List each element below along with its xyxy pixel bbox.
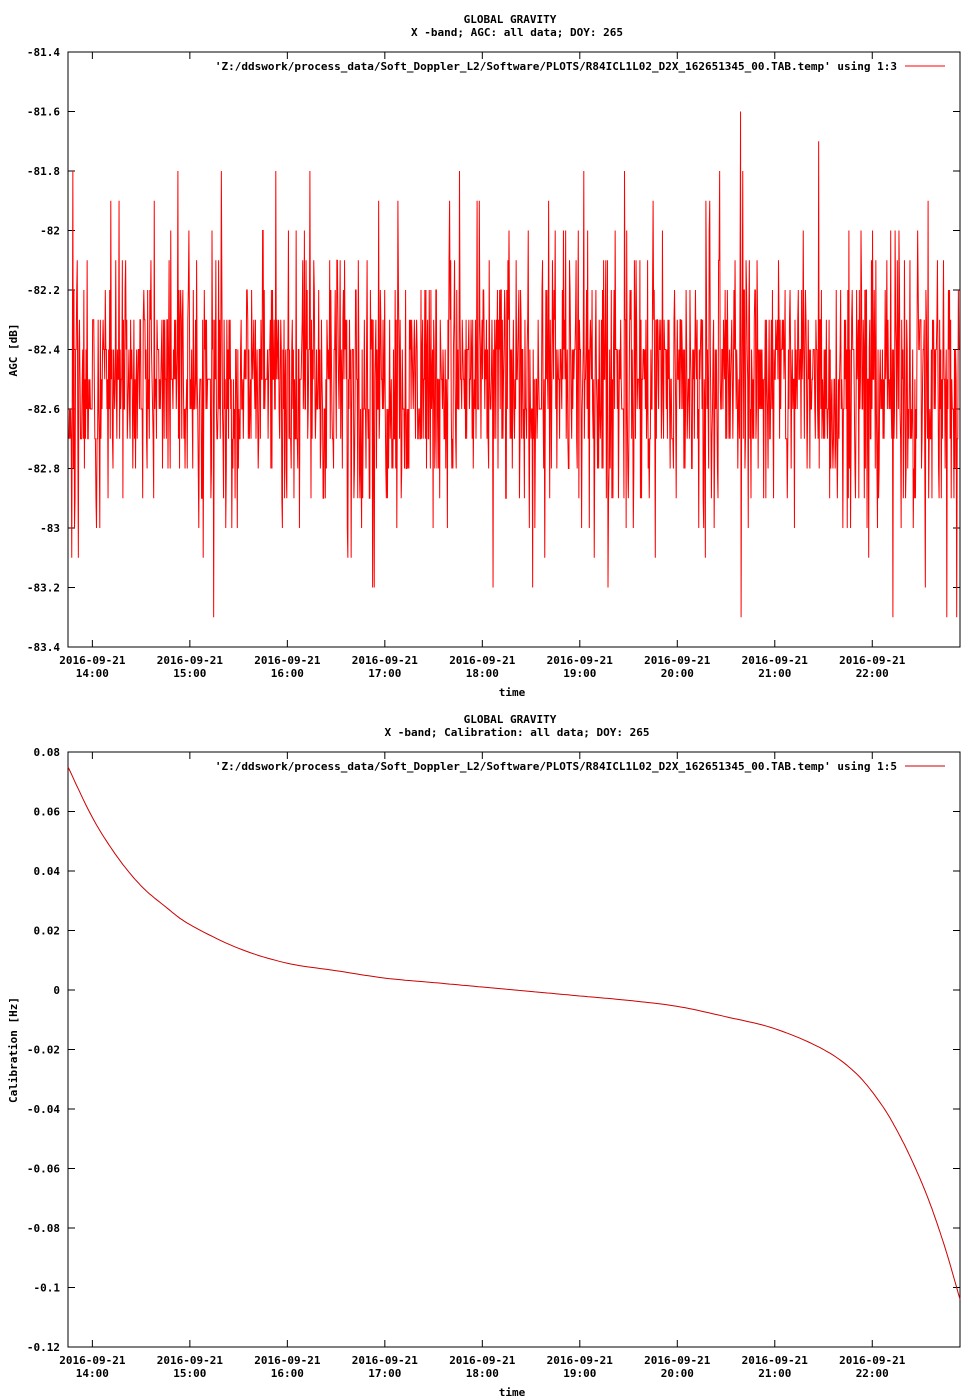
agc-y-tick-label: -82.6 bbox=[27, 403, 60, 416]
calibration-x-tick-date: 2016-09-21 bbox=[839, 1354, 906, 1367]
calibration-plot-frame bbox=[67, 751, 961, 1348]
agc-chart-svg: GLOBAL GRAVITY X -band; AGC: all data; D… bbox=[7, 13, 961, 699]
agc-y-tick-label: -81.6 bbox=[27, 106, 60, 119]
agc-y-tick-label: -83 bbox=[40, 522, 60, 535]
calibration-legend-label: 'Z:/ddswork/process_data/Soft_Doppler_L2… bbox=[215, 760, 897, 773]
calibration-y-axis-label: Calibration [Hz] bbox=[7, 997, 20, 1103]
agc-x-tick-date: 2016-09-21 bbox=[59, 654, 126, 667]
agc-y-tick-label: -82.8 bbox=[27, 463, 60, 476]
agc-x-axis-label: time bbox=[499, 686, 526, 699]
calibration-x-tick-time: 16:00 bbox=[271, 1367, 304, 1380]
agc-x-tick-date: 2016-09-21 bbox=[742, 654, 809, 667]
calibration-x-tick-date: 2016-09-21 bbox=[547, 1354, 614, 1367]
calibration-x-tick-time: 18:00 bbox=[466, 1367, 499, 1380]
calibration-x-tick-date: 2016-09-21 bbox=[742, 1354, 809, 1367]
calibration-y-tick-label: 0.04 bbox=[34, 865, 61, 878]
calibration-x-tick-date: 2016-09-21 bbox=[644, 1354, 711, 1367]
calibration-x-tick-time: 15:00 bbox=[173, 1367, 206, 1380]
calibration-x-tick-date: 2016-09-21 bbox=[352, 1354, 419, 1367]
calibration-y-tick-label: 0.08 bbox=[34, 746, 61, 759]
calibration-y-tick-label: -0.1 bbox=[34, 1282, 61, 1295]
agc-x-tick-time: 18:00 bbox=[466, 667, 499, 680]
calibration-chart-title: GLOBAL GRAVITY bbox=[464, 713, 557, 726]
calibration-x-axis-label: time bbox=[499, 1386, 526, 1399]
calibration-x-tick-time: 20:00 bbox=[661, 1367, 694, 1380]
agc-y-tick-label: -83.4 bbox=[27, 641, 60, 654]
agc-y-tick-label: -81.8 bbox=[27, 165, 60, 178]
calibration-x-tick-time: 19:00 bbox=[563, 1367, 596, 1380]
calibration-chart-svg: GLOBAL GRAVITY X -band; Calibration: all… bbox=[7, 713, 961, 1399]
calibration-x-tick-date: 2016-09-21 bbox=[157, 1354, 224, 1367]
calibration-x-ticks: 2016-09-2114:002016-09-2115:002016-09-21… bbox=[59, 752, 906, 1380]
agc-y-axis-label: AGC [dB] bbox=[7, 324, 20, 377]
agc-x-tick-date: 2016-09-21 bbox=[547, 654, 614, 667]
agc-chart: GLOBAL GRAVITY X -band; AGC: all data; D… bbox=[7, 13, 961, 699]
agc-y-tick-label: -83.2 bbox=[27, 582, 60, 595]
calibration-chart-subtitle: X -band; Calibration: all data; DOY: 265 bbox=[385, 726, 650, 739]
agc-y-tick-label: -82.2 bbox=[27, 284, 60, 297]
calibration-y-tick-label: -0.12 bbox=[27, 1341, 60, 1354]
agc-x-tick-time: 22:00 bbox=[856, 667, 889, 680]
calibration-y-tick-label: -0.04 bbox=[27, 1103, 60, 1116]
calibration-y-tick-label: -0.08 bbox=[27, 1222, 60, 1235]
agc-x-tick-date: 2016-09-21 bbox=[449, 654, 516, 667]
agc-x-tick-date: 2016-09-21 bbox=[157, 654, 224, 667]
calibration-y-tick-label: 0 bbox=[53, 984, 60, 997]
agc-x-tick-time: 21:00 bbox=[758, 667, 791, 680]
agc-x-ticks: 2016-09-2114:002016-09-2115:002016-09-21… bbox=[59, 52, 906, 680]
calibration-x-tick-time: 17:00 bbox=[368, 1367, 401, 1380]
agc-y-tick-label: -82 bbox=[40, 225, 60, 238]
agc-x-tick-date: 2016-09-21 bbox=[644, 654, 711, 667]
agc-x-tick-date: 2016-09-21 bbox=[254, 654, 321, 667]
calibration-y-tick-label: -0.02 bbox=[27, 1044, 60, 1057]
agc-legend-label: 'Z:/ddswork/process_data/Soft_Doppler_L2… bbox=[215, 60, 897, 73]
calibration-y-tick-label: 0.02 bbox=[34, 925, 61, 938]
agc-x-tick-time: 19:00 bbox=[563, 667, 596, 680]
agc-y-ticks: -81.4 -81.6 -81.8 -82 -82.2 -82.4 -82.6 -82.8 -8… bbox=[27, 46, 960, 654]
calibration-series bbox=[67, 766, 961, 1300]
agc-series-line bbox=[68, 111, 960, 618]
agc-x-tick-date: 2016-09-21 bbox=[839, 654, 906, 667]
calibration-y-ticks: 0.08 0.06 0.04 0.02 0 -0.02 -0.04 -0.06 -0.08 -0.… bbox=[27, 746, 960, 1354]
agc-series bbox=[68, 111, 960, 618]
agc-chart-title: GLOBAL GRAVITY bbox=[464, 13, 557, 26]
calibration-chart: GLOBAL GRAVITY X -band; Calibration: all… bbox=[0, 700, 980, 1400]
agc-x-tick-date: 2016-09-21 bbox=[352, 654, 419, 667]
agc-x-tick-time: 15:00 bbox=[173, 667, 206, 680]
calibration-x-tick-date: 2016-09-21 bbox=[449, 1354, 516, 1367]
calibration-y-tick-label: -0.06 bbox=[27, 1163, 60, 1176]
calibration-x-tick-time: 22:00 bbox=[856, 1367, 889, 1380]
calibration-x-tick-time: 14:00 bbox=[76, 1367, 109, 1380]
agc-y-tick-label: -81.4 bbox=[27, 46, 60, 59]
calibration-x-tick-date: 2016-09-21 bbox=[254, 1354, 321, 1367]
agc-x-tick-time: 17:00 bbox=[368, 667, 401, 680]
calibration-x-tick-date: 2016-09-21 bbox=[59, 1354, 126, 1367]
agc-x-tick-time: 20:00 bbox=[661, 667, 694, 680]
agc-chart-subtitle: X -band; AGC: all data; DOY: 265 bbox=[411, 26, 623, 39]
agc-x-tick-time: 14:00 bbox=[76, 667, 109, 680]
agc-x-tick-time: 16:00 bbox=[271, 667, 304, 680]
agc-y-tick-label: -82.4 bbox=[27, 344, 60, 357]
calibration-y-tick-label: 0.06 bbox=[34, 806, 61, 819]
calibration-series-line bbox=[67, 766, 961, 1300]
calibration-x-tick-time: 21:00 bbox=[758, 1367, 791, 1380]
